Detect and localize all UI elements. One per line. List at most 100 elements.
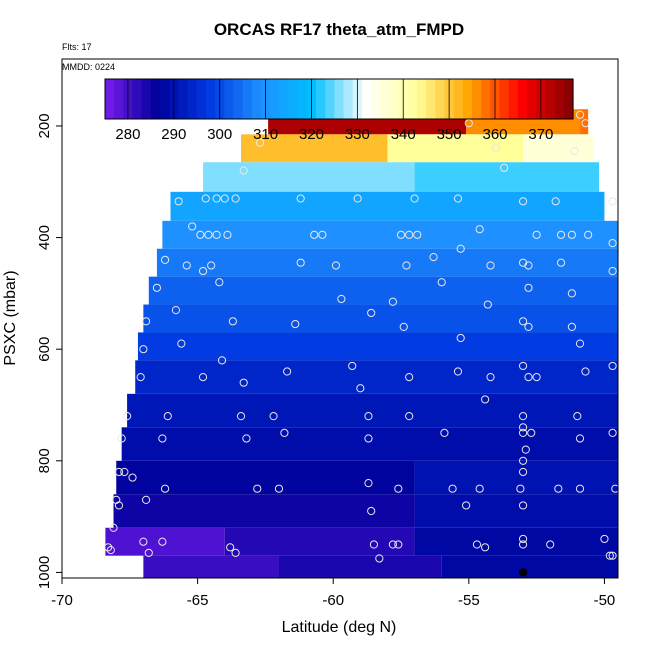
heatmap-cell xyxy=(113,494,415,528)
data-point xyxy=(605,551,614,560)
data-point xyxy=(405,230,414,239)
data-point xyxy=(152,283,162,292)
x-axis: -70 -65 -60 -55 -50 xyxy=(51,578,615,609)
data-point xyxy=(518,456,528,465)
data-point xyxy=(405,412,414,421)
data-point xyxy=(518,501,528,510)
data-point xyxy=(518,361,528,371)
data-point xyxy=(212,194,221,203)
data-point xyxy=(201,194,210,203)
data-point xyxy=(158,434,167,443)
data-point xyxy=(608,197,617,206)
data-point xyxy=(331,261,341,270)
colorbar: 280 290 300 310 320 330 340 350 360 370 xyxy=(104,78,574,143)
heatmap-cell xyxy=(143,555,279,578)
data-point xyxy=(160,255,170,265)
data-point xyxy=(215,278,224,287)
colorbar-swatch xyxy=(380,79,391,119)
data-point xyxy=(283,367,292,376)
data-point xyxy=(456,333,465,343)
colorbar-swatch xyxy=(141,79,152,119)
data-point xyxy=(481,543,490,552)
heatmap-cell xyxy=(414,494,618,528)
y-axis: 200 400 600 800 1000 xyxy=(36,113,62,589)
colorbar-swatch xyxy=(371,79,381,119)
chart-subtitle: Flts: 17 xyxy=(62,42,92,52)
heatmap-cell xyxy=(116,460,415,495)
colorbar-frame xyxy=(104,78,574,120)
data-point xyxy=(337,294,346,304)
data-point xyxy=(570,146,579,156)
data-point xyxy=(388,540,397,549)
data-point xyxy=(429,253,438,262)
data-point xyxy=(518,317,528,326)
data-point xyxy=(174,197,183,206)
colorbar-swatch xyxy=(453,79,464,119)
data-point xyxy=(217,356,227,365)
data-point xyxy=(160,484,170,493)
data-point xyxy=(198,372,208,382)
colorbar-swatch xyxy=(196,79,207,119)
x-tick-label: -60 xyxy=(322,592,344,609)
colorbar-swatch xyxy=(481,79,492,119)
data-point xyxy=(532,372,541,382)
data-point xyxy=(239,166,248,175)
data-point xyxy=(171,306,181,315)
colorbar-swatch xyxy=(407,79,418,119)
x-tick-label: -65 xyxy=(187,592,209,609)
data-point xyxy=(318,230,327,239)
data-point xyxy=(573,412,582,421)
heatmap-cell xyxy=(414,162,600,192)
data-point xyxy=(475,484,484,493)
heatmap-cell xyxy=(137,332,618,361)
heatmap-cell xyxy=(523,134,594,163)
data-point xyxy=(204,230,213,239)
heatmap-cell xyxy=(105,527,225,556)
data-point xyxy=(220,194,229,203)
data-point xyxy=(348,361,357,371)
data-point xyxy=(518,423,528,432)
heatmap-cell xyxy=(170,191,605,221)
y-tick-label: 400 xyxy=(36,225,53,250)
data-point xyxy=(486,261,495,270)
data-point xyxy=(475,225,484,234)
data-point xyxy=(581,119,590,128)
data-point xyxy=(364,479,373,488)
data-point xyxy=(567,322,576,331)
colorbar-tick-label: 360 xyxy=(482,126,507,143)
data-point xyxy=(353,194,362,203)
heatmap-cell xyxy=(156,248,619,277)
data-point xyxy=(109,523,118,532)
data-point xyxy=(554,484,563,493)
data-point xyxy=(567,289,576,298)
heatmap-cell xyxy=(143,304,619,333)
data-point xyxy=(524,261,533,270)
data-point xyxy=(394,484,403,493)
colorbar-swatch xyxy=(517,79,528,119)
data-point xyxy=(163,412,172,421)
data-point xyxy=(518,197,528,206)
data-point xyxy=(410,194,419,203)
colorbar-swatch xyxy=(325,79,336,119)
data-point xyxy=(486,372,495,382)
y-tick-label: 600 xyxy=(36,337,53,362)
heatmap-cell xyxy=(387,134,524,163)
data-point xyxy=(527,428,536,438)
data-point xyxy=(518,412,528,421)
data-point xyxy=(524,372,533,382)
colorbar-swatch xyxy=(563,79,574,119)
colorbar-swatch xyxy=(316,79,326,119)
colorbar-tick-label: 310 xyxy=(253,126,278,143)
x-axis-label: Latitude (deg N) xyxy=(282,619,397,636)
data-point xyxy=(481,395,490,404)
colorbar-swatch xyxy=(205,79,216,119)
colorbar-swatch xyxy=(499,79,510,119)
data-point xyxy=(575,434,585,443)
data-point xyxy=(356,384,365,393)
data-point xyxy=(556,258,566,267)
data-point xyxy=(136,372,145,382)
colorbar-swatch xyxy=(435,79,446,119)
heatmap-layer xyxy=(105,109,619,578)
data-point xyxy=(280,428,289,438)
